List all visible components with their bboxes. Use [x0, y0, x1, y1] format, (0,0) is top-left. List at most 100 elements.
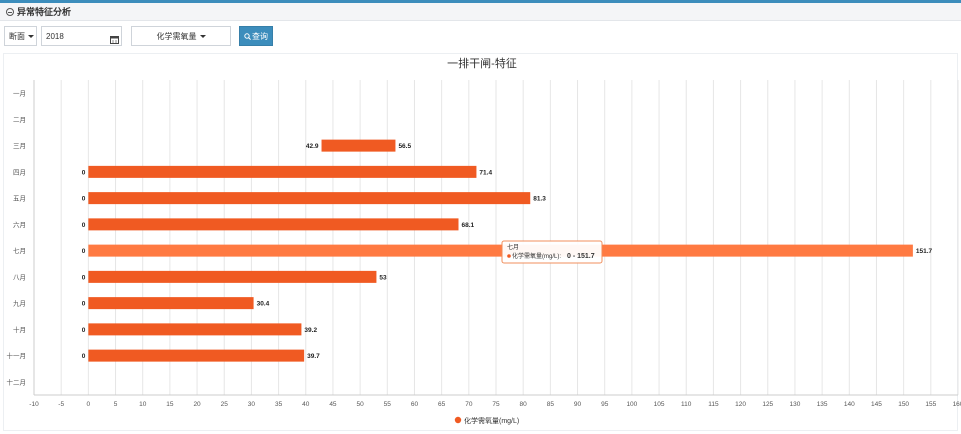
- y-tick-label: 六月: [13, 220, 26, 229]
- tooltip-title: 七月: [507, 243, 519, 251]
- indicator-select-label: 化学需氧量: [156, 31, 197, 41]
- bar-end-label: 151.7: [916, 248, 933, 255]
- y-tick-label: 三月: [13, 142, 26, 150]
- x-tick-label: 80: [520, 401, 528, 408]
- x-tick-label: 155: [925, 401, 936, 408]
- bar-start-label: 42.9: [306, 143, 319, 150]
- axes: -10 -5 0 5 10 15 20 25 30 35 40 45 50 55 60 65 70 75 80 85 9…: [7, 80, 961, 408]
- top-accent-bar: [0, 0, 961, 3]
- x-tick-label: 15: [166, 401, 174, 408]
- query-button-label: 查询: [252, 31, 268, 41]
- bar-end-label: 39.2: [304, 327, 317, 334]
- panel-header: 异常特征分析: [0, 3, 961, 21]
- x-tick-label: 90: [574, 401, 582, 408]
- legend-marker: [454, 416, 462, 424]
- x-tick-label: 25: [221, 401, 229, 408]
- x-tick-label: 145: [871, 401, 882, 408]
- y-tick-label: 二月: [13, 116, 26, 124]
- x-tick-label: 40: [302, 401, 310, 408]
- bar-start-label: 0: [82, 301, 86, 308]
- bar[interactable]: [88, 165, 477, 178]
- x-tick-label: 5: [114, 401, 118, 408]
- tooltip-value: 0 - 151.7: [567, 253, 595, 260]
- section-select[interactable]: 断面: [4, 26, 37, 46]
- bar[interactable]: [88, 192, 531, 205]
- bar-start-label: 0: [82, 169, 86, 176]
- y-tick-label: 四月: [13, 168, 26, 176]
- query-button[interactable]: 查询: [239, 26, 273, 46]
- bar-end-label: 81.3: [533, 196, 546, 203]
- bar-end-label: 30.4: [257, 301, 270, 308]
- x-tick-label: 100: [626, 401, 637, 408]
- x-tick-label: 160: [953, 401, 961, 408]
- chevron-down-icon: [199, 34, 206, 38]
- x-tick-label: 130: [790, 401, 801, 408]
- x-tick-label: 125: [762, 401, 773, 408]
- x-tick-label: 140: [844, 401, 855, 408]
- bar-start-label: 0: [82, 353, 86, 360]
- x-tick-label: 115: [708, 401, 719, 408]
- x-tick-label: 45: [329, 401, 337, 408]
- bars: [88, 139, 913, 362]
- bar-start-label: 0: [82, 222, 86, 229]
- bar[interactable]: [321, 139, 396, 152]
- legend[interactable]: 化学需氧量(mg/L): [454, 416, 519, 425]
- x-tick-label: -5: [58, 401, 64, 408]
- chevron-down-icon: [28, 34, 34, 38]
- y-tick-label: 五月: [13, 195, 26, 203]
- tooltip: 七月 化学需氧量(mg/L): 0 - 151.7: [501, 240, 603, 264]
- x-tick-label: 95: [601, 401, 609, 408]
- year-input[interactable]: 2018: [41, 26, 122, 46]
- tooltip-marker: [507, 254, 511, 258]
- bar[interactable]: [88, 244, 913, 257]
- bar-start-label: 0: [82, 248, 86, 255]
- collapse-icon[interactable]: [6, 7, 14, 16]
- x-tick-label: 70: [465, 401, 473, 408]
- indicator-select[interactable]: 化学需氧量: [131, 26, 231, 46]
- bar[interactable]: [88, 323, 302, 336]
- x-tick-label: 150: [898, 401, 909, 408]
- legend-label: 化学需氧量(mg/L): [464, 416, 519, 425]
- grid: [33, 80, 959, 395]
- x-tick-label: -10: [29, 401, 39, 408]
- x-tick-label: 135: [817, 401, 828, 408]
- x-tick-label: 110: [681, 401, 692, 408]
- bar-end-label: 53: [379, 274, 387, 281]
- chart-title: 一排干闸-特征: [447, 56, 517, 70]
- x-tick-label: 75: [492, 401, 500, 408]
- x-tick-label: 30: [248, 401, 256, 408]
- data-labels: 42.9 56.5 0 71.4 0 81.3 0 68.1 0 151.7 0 53 0 30.4 0 39…: [82, 143, 933, 360]
- y-tick-label: 八月: [13, 273, 26, 281]
- y-tick-label: 十二月: [7, 377, 27, 386]
- x-tick-label: 20: [193, 401, 201, 408]
- y-tick-label: 十月: [13, 325, 26, 334]
- bar[interactable]: [88, 297, 254, 310]
- bar-start-label: 0: [82, 327, 86, 334]
- tooltip-series: 化学需氧量(mg/L):: [512, 252, 561, 260]
- year-input-value: 2018: [46, 31, 64, 41]
- bar-end-label: 39.7: [307, 353, 320, 360]
- y-tick-label: 九月: [13, 299, 26, 308]
- calendar-icon[interactable]: [110, 31, 119, 44]
- x-tick-label: 35: [275, 401, 283, 408]
- x-tick-label: 105: [654, 401, 665, 408]
- y-tick-label: 十一月: [7, 351, 27, 360]
- bar[interactable]: [88, 270, 377, 283]
- x-tick-label: 10: [139, 401, 147, 408]
- x-tick-label: 120: [735, 401, 746, 408]
- bar-start-label: 0: [82, 274, 86, 281]
- bar[interactable]: [88, 349, 305, 362]
- search-icon: [244, 32, 251, 40]
- bar-end-label: 68.1: [461, 222, 474, 229]
- x-tick-label: 0: [87, 401, 91, 408]
- y-tick-label: 一月: [13, 90, 26, 98]
- section-select-label: 断面: [9, 31, 25, 41]
- panel-title: 异常特征分析: [17, 7, 72, 17]
- bar-start-label: 0: [82, 196, 86, 203]
- x-tick-label: 60: [411, 401, 419, 408]
- filter-toolbar: 断面 2018 化学需氧量 查询: [0, 26, 961, 48]
- x-tick-label: 65: [438, 401, 446, 408]
- x-tick-label: 50: [357, 401, 365, 408]
- bar[interactable]: [88, 218, 459, 231]
